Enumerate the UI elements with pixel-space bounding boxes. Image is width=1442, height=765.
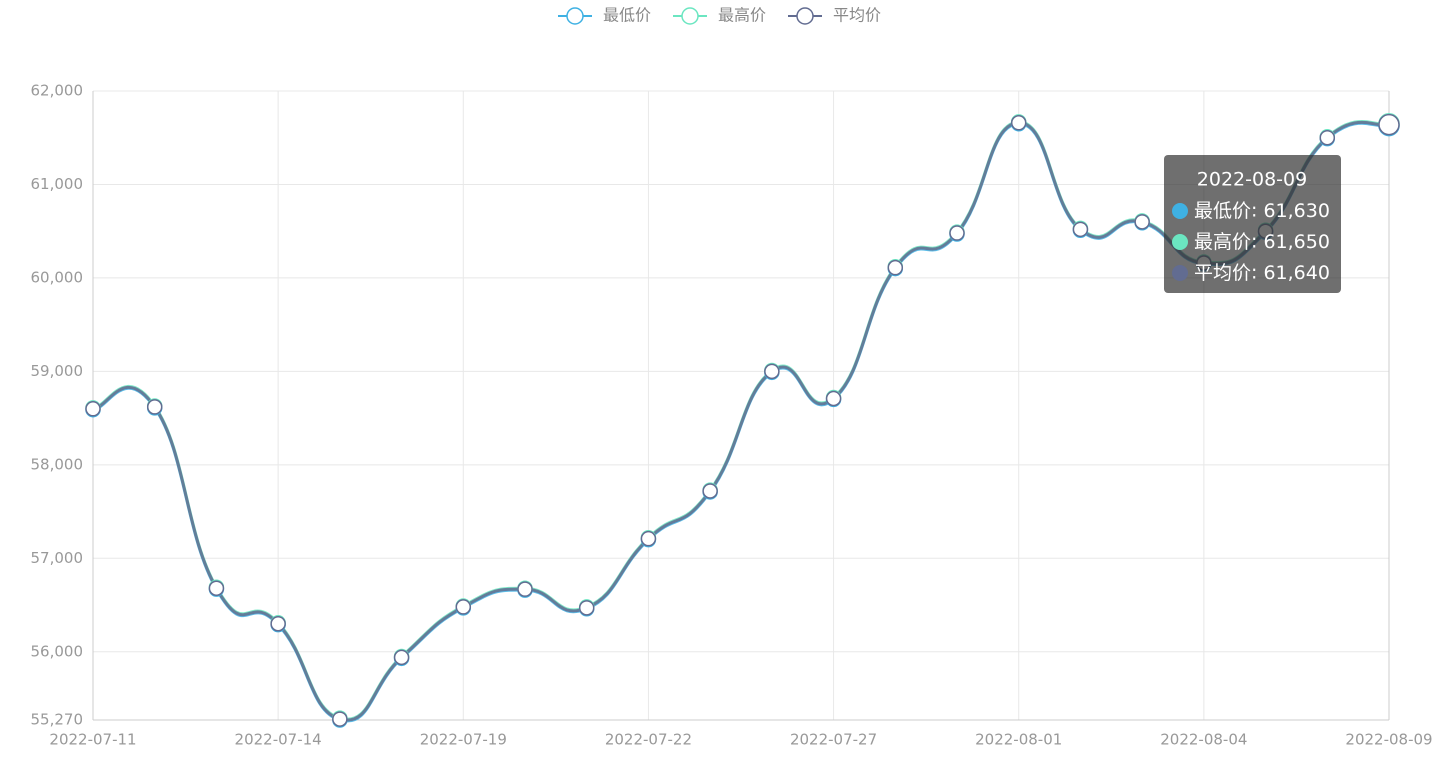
data-point[interactable] — [825, 390, 842, 407]
tooltip-dot — [1172, 203, 1188, 219]
data-point[interactable] — [270, 615, 286, 632]
tooltip-series-name: 平均价 — [1194, 262, 1251, 284]
tooltip-title: 2022-08-09 — [1197, 169, 1307, 191]
x-tick-label: 2022-07-22 — [605, 731, 692, 749]
data-point[interactable] — [702, 483, 718, 499]
data-point[interactable] — [393, 649, 410, 666]
tooltip: 2022-08-09 最低价: 61,630 最高价: 61,650 平均价: 61,… — [1164, 155, 1341, 293]
data-point[interactable] — [332, 711, 348, 727]
data-point[interactable] — [517, 581, 533, 597]
legend-icon[interactable] — [566, 7, 584, 25]
y-tick-label: 59,000 — [31, 362, 84, 380]
data-point[interactable] — [146, 399, 163, 415]
data-point[interactable] — [85, 401, 101, 417]
data-point[interactable] — [1072, 221, 1089, 238]
y-tick-label: 62,000 — [31, 82, 84, 100]
tooltip-dot — [1172, 265, 1188, 281]
tooltip-item: 最低价: 61,630 — [1194, 200, 1330, 222]
legend-icon[interactable] — [681, 7, 699, 25]
tooltip-value: 61,630 — [1263, 200, 1329, 222]
x-tick-label: 2022-08-09 — [1345, 731, 1432, 749]
data-point[interactable] — [208, 580, 225, 596]
x-tick-label: 2022-08-01 — [975, 731, 1062, 749]
x-tick-label: 2022-07-27 — [790, 731, 877, 749]
data-point[interactable] — [1010, 115, 1027, 131]
legend-label[interactable]: 最高价 — [718, 6, 766, 25]
tooltip-dot — [1172, 234, 1188, 250]
tooltip-box — [1164, 155, 1341, 293]
y-tick-label: 57,000 — [31, 549, 84, 567]
data-point[interactable] — [640, 530, 657, 547]
y-tick-label: 56,000 — [31, 642, 84, 660]
tooltip-value: 61,640 — [1263, 262, 1329, 284]
tooltip-value: 61,650 — [1263, 231, 1329, 253]
data-point[interactable] — [1378, 113, 1400, 136]
x-tick-label: 2022-08-04 — [1160, 731, 1247, 749]
tooltip-series-name: 最低价 — [1194, 200, 1251, 222]
data-point[interactable] — [764, 363, 780, 380]
data-point[interactable] — [1134, 214, 1150, 230]
x-tick-label: 2022-07-11 — [49, 731, 136, 749]
data-point[interactable] — [887, 259, 904, 276]
y-tick-label: 61,000 — [31, 175, 84, 193]
legend-label[interactable]: 最低价 — [603, 6, 651, 25]
tooltip-item: 最高价: 61,650 — [1194, 231, 1330, 253]
y-tick-label: 58,000 — [31, 455, 84, 473]
y-tick-label: 60,000 — [31, 268, 84, 286]
data-point[interactable] — [949, 225, 965, 241]
tooltip-series-name: 最高价 — [1194, 231, 1251, 253]
legend-icon[interactable] — [796, 7, 814, 25]
data-point[interactable] — [578, 600, 595, 616]
data-point[interactable] — [1319, 129, 1336, 146]
tooltip-item: 平均价: 61,640 — [1194, 262, 1330, 284]
data-point[interactable] — [455, 599, 472, 615]
x-tick-label: 2022-07-14 — [235, 731, 322, 749]
y-tick-label: 55,270 — [31, 711, 84, 729]
legend: 最低价 最高价 平均价 — [558, 6, 881, 25]
legend-label[interactable]: 平均价 — [833, 6, 881, 25]
x-tick-label: 2022-07-19 — [420, 731, 507, 749]
